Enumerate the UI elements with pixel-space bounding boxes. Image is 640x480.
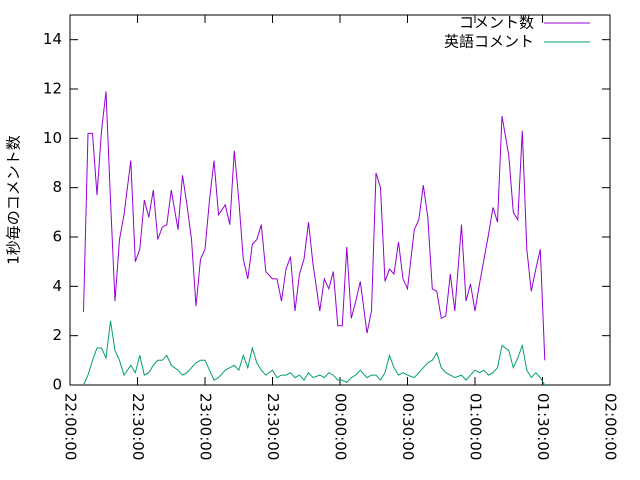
x-tick-label: 22:30:00 — [129, 393, 147, 460]
legend-label: コメント数 — [459, 14, 534, 32]
x-tick-label: 01:30:00 — [534, 393, 552, 460]
y-tick-label: 4 — [52, 277, 62, 295]
y-tick-label: 10 — [43, 129, 62, 147]
x-tick-label: 00:00:00 — [332, 393, 350, 460]
legend-label: 英語コメント — [444, 33, 534, 51]
plot-border — [69, 14, 611, 386]
data-line — [83, 91, 546, 361]
x-tick-label: 22:00:00 — [62, 393, 80, 460]
y-axis-label: 1秒毎のコメント数 — [5, 135, 23, 265]
x-tick-label: 00:30:00 — [399, 393, 417, 460]
y-tick-label: 2 — [52, 326, 62, 344]
x-tick-label: 01:00:00 — [467, 393, 485, 460]
x-tick-label: 23:30:00 — [264, 393, 282, 460]
data-line — [83, 320, 546, 386]
y-tick-label: 14 — [43, 30, 62, 48]
x-tick-label: 02:00:00 — [602, 393, 620, 460]
y-tick-label: 6 — [52, 228, 62, 246]
y-tick-label: 8 — [52, 178, 62, 196]
x-tick-label: 23:00:00 — [197, 393, 215, 460]
y-tick-label: 12 — [43, 80, 62, 98]
y-tick-label: 0 — [52, 376, 62, 394]
